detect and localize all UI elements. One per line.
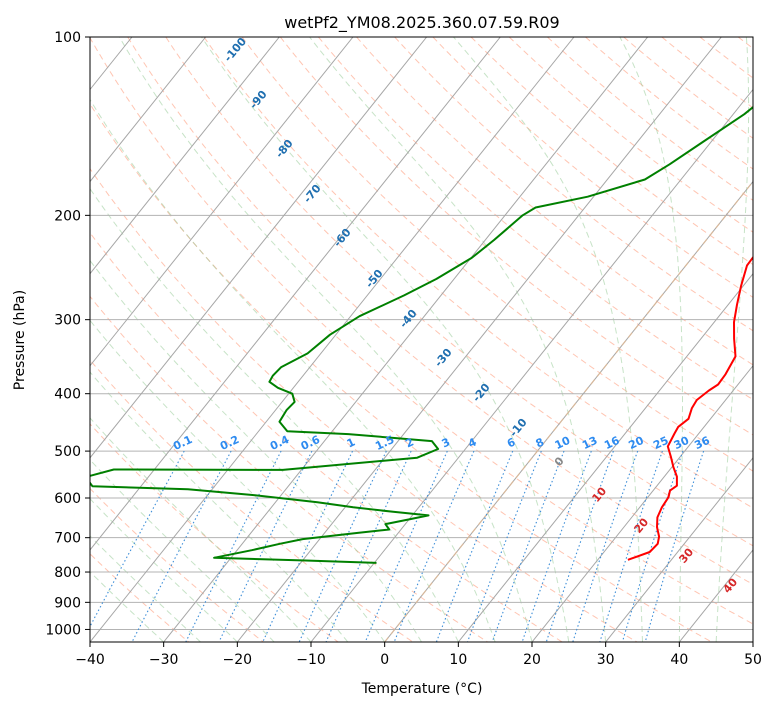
isotherm	[384, 180, 753, 642]
mixing-ratio-line	[435, 450, 514, 642]
isotherm	[90, 37, 501, 551]
isotherm	[457, 272, 753, 642]
x-tick-label: 30	[597, 652, 615, 668]
grid-layer	[90, 37, 753, 642]
y-tick-label: 400	[54, 387, 81, 403]
mixing-ratio-label: 36	[692, 434, 712, 452]
dewpoint-profile	[90, 105, 753, 564]
x-tick-label: −20	[223, 652, 253, 668]
x-tick-label: 50	[744, 652, 762, 668]
chart-title: wetPf2_YM08.2025.360.07.59.R09	[284, 13, 559, 33]
mixing-ratio-line	[218, 450, 313, 642]
mixing-ratio-label: 30	[672, 434, 692, 452]
moist-adiabat	[90, 498, 238, 642]
moist-adiabat	[90, 98, 496, 642]
moist-adiabat	[90, 187, 459, 642]
x-tick-label: 40	[670, 652, 688, 668]
dry-adiabat	[90, 295, 489, 642]
plot-frame	[89, 36, 754, 643]
moist-adiabat	[90, 319, 386, 642]
isotherm	[90, 37, 428, 459]
mixing-ratio-line	[599, 450, 663, 642]
y-tick-label: 600	[54, 491, 81, 507]
isotherm	[90, 37, 207, 183]
tick-layer: −40 −30 −20 −10 0 10 20 30 40 50 100 200 300 400 500 60…	[45, 30, 762, 668]
moist-adiabat	[90, 535, 201, 642]
mixing-ratio-label: 20	[627, 434, 647, 452]
x-tick-label: −10	[296, 652, 326, 668]
y-tick-label: 800	[54, 565, 81, 581]
mixing-ratio-line	[298, 450, 387, 642]
data-layer	[90, 105, 753, 564]
dry-adiabat	[432, 37, 753, 298]
moist-adiabat	[715, 37, 750, 642]
x-tick-label: 10	[449, 652, 467, 668]
dry-adiabat	[90, 231, 564, 642]
moist-adiabat	[90, 571, 165, 642]
y-tick-label: 100	[54, 30, 81, 46]
y-tick-label: 1000	[45, 622, 81, 638]
moist-adiabat	[201, 37, 570, 642]
mixing-ratio-line	[521, 450, 592, 642]
x-tick-label: −40	[75, 652, 105, 668]
isotherm	[90, 37, 280, 275]
x-axis-label: Temperature (°C)	[361, 681, 483, 697]
mixing-ratio-line	[262, 450, 353, 642]
dry-adiabat	[165, 37, 753, 547]
dry-adiabat	[90, 103, 713, 642]
isotherm	[163, 37, 649, 642]
moist-adiabat	[309, 37, 607, 642]
mixing-ratio-label: 16	[602, 434, 622, 452]
moist-adiabat	[619, 37, 683, 642]
y-tick-label: 700	[54, 531, 81, 547]
x-tick-label: 0	[380, 652, 389, 668]
y-tick-label: 200	[54, 208, 81, 224]
mixing-ratio-line	[393, 450, 475, 642]
mixing-ratio-line	[185, 450, 282, 642]
mixing-ratio-label: 10	[553, 434, 573, 452]
mixing-ratio-line	[466, 450, 542, 642]
isotherm	[236, 37, 722, 642]
y-tick-label: 500	[54, 444, 81, 460]
dry-adiabat	[90, 167, 639, 642]
isotherm	[90, 37, 575, 642]
mixing-ratio-line	[90, 450, 185, 628]
dry-adiabat	[241, 37, 753, 472]
x-tick-label: −30	[149, 652, 179, 668]
y-tick-label: 300	[54, 313, 81, 329]
x-tick-label: 20	[523, 652, 541, 668]
dry-adiabat	[279, 37, 753, 436]
mixing-ratio-line	[572, 450, 639, 642]
mixing-ratio-line	[491, 450, 565, 642]
isotherm	[531, 364, 753, 642]
isotherm	[90, 37, 354, 367]
moist-adiabat	[90, 259, 422, 642]
moist-adiabat	[90, 371, 349, 642]
moist-adiabat	[453, 37, 643, 642]
temperature-profile	[627, 255, 753, 561]
mixing-ratio-label: 13	[580, 434, 599, 452]
moist-adiabat	[118, 37, 533, 642]
y-tick-label: 900	[54, 595, 81, 611]
isotherm	[605, 457, 753, 642]
dry-adiabat	[127, 37, 753, 586]
mixing-ratio-label: 25	[651, 434, 670, 452]
isotherm	[310, 88, 753, 642]
mixing-ratio-line	[131, 450, 232, 642]
y-axis-label: Pressure (hPa)	[12, 290, 28, 390]
